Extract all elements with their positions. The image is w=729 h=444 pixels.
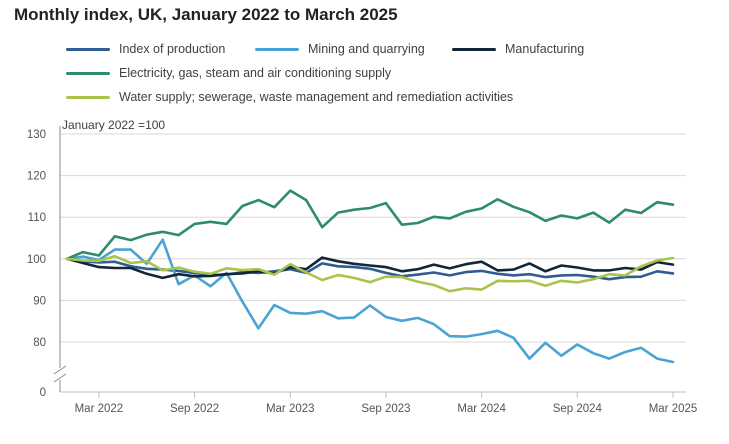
series-line-2 <box>65 256 675 280</box>
y-tick-label: 90 <box>33 295 46 307</box>
legend-item-manufacturing: Manufacturing <box>452 42 584 56</box>
legend-item-water-supply: Water supply; sewerage, waste management… <box>66 90 513 104</box>
legend-swatch <box>452 47 496 51</box>
legend-item-electricity: Electricity, gas, steam and air conditio… <box>66 66 391 80</box>
legend-label: Water supply; sewerage, waste management… <box>119 90 514 104</box>
legend-label: Manufacturing <box>505 42 585 56</box>
x-tick-label: Sep 2022 <box>170 403 219 415</box>
series-line-1 <box>65 238 675 364</box>
y-tick-label: 80 <box>33 337 46 349</box>
legend-item-mining-and-quarrying: Mining and quarrying <box>255 42 425 56</box>
axis-break-mark <box>53 373 67 383</box>
x-tick-label: Mar 2025 <box>649 403 698 415</box>
x-tick-label: Sep 2024 <box>553 403 603 415</box>
y-tick-label: 0 <box>40 387 46 399</box>
legend-label: Mining and quarrying <box>308 42 425 56</box>
x-tick-label: Mar 2022 <box>75 403 124 415</box>
y-tick-label: 130 <box>27 129 46 141</box>
legend-swatch <box>66 95 110 99</box>
legend-item-index-of-production: Index of production <box>66 42 225 56</box>
legend-swatch <box>66 71 110 75</box>
legend-label: Electricity, gas, steam and air conditio… <box>119 66 392 80</box>
series-line-3 <box>65 189 675 261</box>
y-tick-label: 110 <box>28 212 46 224</box>
legend-swatch <box>255 47 299 51</box>
series-line-4 <box>65 254 675 293</box>
y-tick-label: 120 <box>27 171 46 183</box>
y-axis-label: January 2022 =100 <box>62 118 165 132</box>
axis-break-mark <box>53 365 67 375</box>
x-tick-label: Sep 2023 <box>361 403 410 415</box>
legend-swatch <box>66 47 110 51</box>
legend-label: Index of production <box>119 42 226 56</box>
x-tick-label: Mar 2024 <box>457 403 506 415</box>
y-tick-label: 100 <box>27 254 46 266</box>
x-tick-label: Mar 2023 <box>266 403 315 415</box>
chart-title: Monthly index, UK, January 2022 to March… <box>14 5 398 24</box>
